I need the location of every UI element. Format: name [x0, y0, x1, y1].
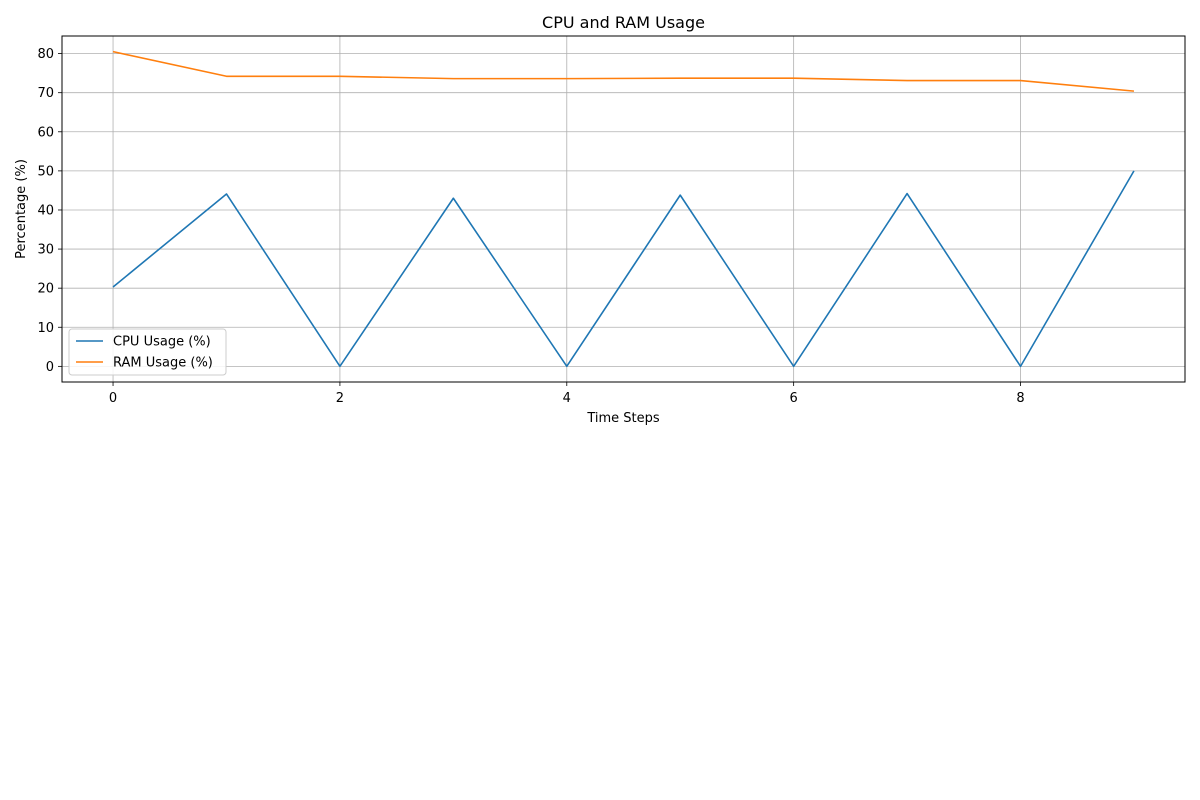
- plot-frame: [61, 35, 1186, 383]
- x-tick-label: 8: [1016, 391, 1024, 406]
- y-tick-label: 0: [46, 360, 54, 375]
- legend-entry-label: CPU Usage (%): [113, 335, 211, 350]
- grid: [62, 36, 1185, 382]
- y-tick-label: 10: [37, 321, 54, 336]
- series-line-cpu: [112, 170, 1135, 368]
- y-tick-label: 80: [37, 47, 54, 62]
- y-tick-label: 20: [37, 282, 54, 297]
- y-tick-label: 50: [37, 164, 54, 179]
- legend-box: [68, 328, 227, 376]
- x-tick-label: 4: [563, 391, 571, 406]
- y-tick-label: 60: [37, 125, 54, 140]
- x-axis-label: Time Steps: [586, 411, 660, 426]
- x-tick-label: 6: [790, 391, 798, 406]
- x-tick-label: 2: [336, 391, 344, 406]
- y-axis-label: Percentage (%): [14, 159, 29, 259]
- y-tick-label: 30: [37, 243, 54, 258]
- chart-title: CPU and RAM Usage: [542, 13, 705, 32]
- x-tick-label: 0: [109, 391, 117, 406]
- legend: CPU Usage (%) RAM Usage (%): [68, 328, 227, 376]
- series-line-ram: [112, 50, 1135, 92]
- legend-entry-label: RAM Usage (%): [113, 356, 213, 371]
- series-lines: [112, 50, 1135, 368]
- y-tick-label: 40: [37, 203, 54, 218]
- y-tick-label: 70: [37, 86, 54, 101]
